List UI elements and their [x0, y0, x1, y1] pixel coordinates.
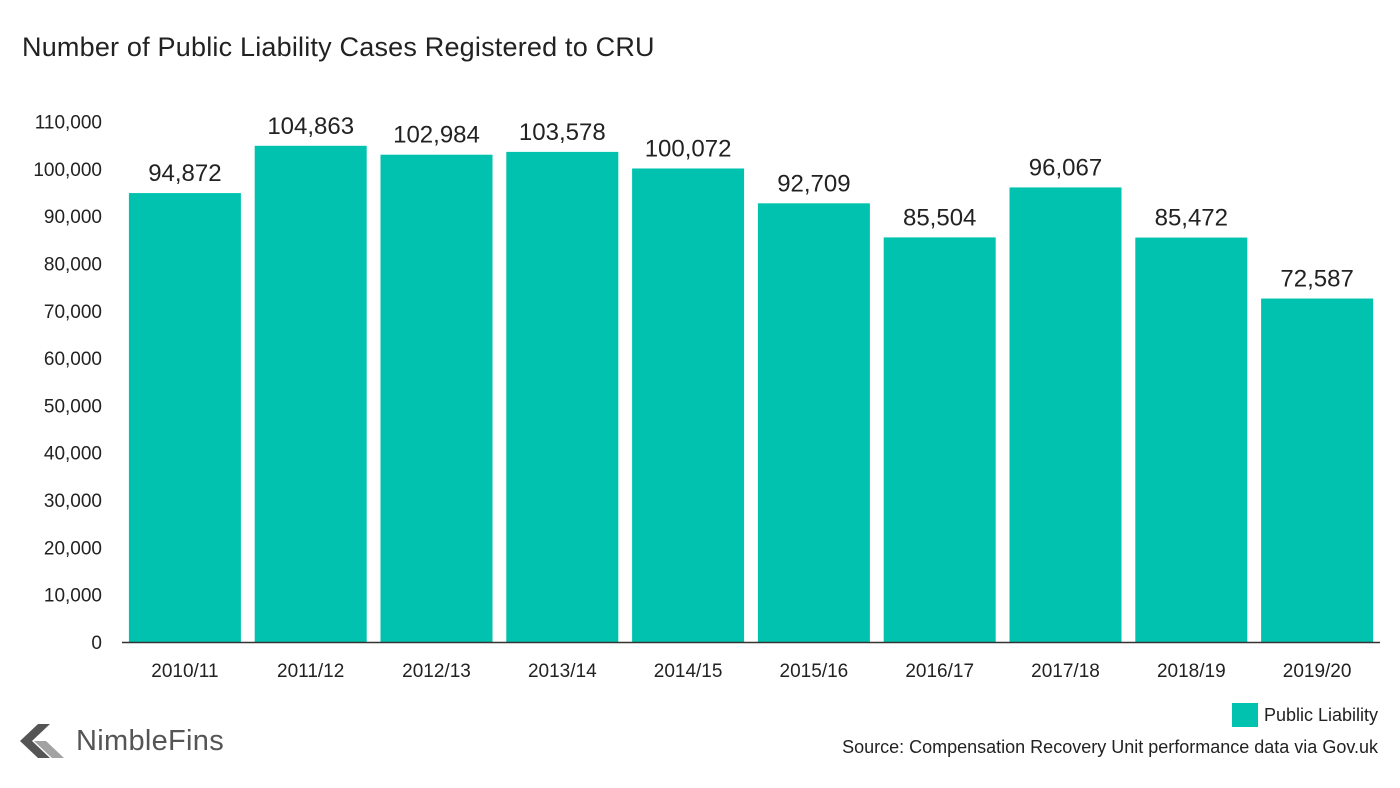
- y-tick-label: 70,000: [44, 302, 102, 323]
- y-tick-label: 90,000: [44, 207, 102, 228]
- bar: [1135, 237, 1248, 642]
- data-label: 96,067: [1029, 154, 1102, 181]
- x-tick-label: 2010/11: [151, 661, 218, 682]
- bar: [1009, 187, 1122, 643]
- x-tick-label: 2019/20: [1283, 661, 1352, 682]
- bar: [757, 203, 870, 642]
- x-tick-label: 2017/18: [1031, 661, 1100, 682]
- bar: [254, 145, 367, 642]
- x-tick-label: 2016/17: [905, 661, 974, 682]
- data-label: 94,872: [148, 160, 221, 187]
- y-tick-label: 20,000: [44, 538, 102, 559]
- data-label: 85,504: [903, 204, 976, 231]
- data-label: 72,587: [1280, 266, 1353, 293]
- data-label: 85,472: [1155, 205, 1228, 232]
- bar: [883, 237, 996, 642]
- brand-name: NimbleFins: [76, 724, 225, 757]
- y-tick-label: 110,000: [35, 113, 102, 134]
- legend-swatch: [1231, 703, 1258, 727]
- bar: [380, 154, 493, 643]
- x-tick-label: 2018/19: [1157, 661, 1226, 682]
- bar: [1261, 298, 1374, 642]
- source-note: Source: Compensation Recovery Unit perfo…: [842, 737, 1378, 757]
- x-tick-label: 2012/13: [402, 661, 471, 682]
- y-tick-label: 100,000: [33, 160, 102, 181]
- bar: [128, 193, 241, 642]
- bar: [506, 151, 619, 642]
- data-label: 104,863: [267, 113, 354, 140]
- y-tick-label: 40,000: [44, 444, 102, 465]
- y-tick-label: 0: [91, 633, 102, 654]
- nimblefins-arrow-icon: [20, 724, 64, 758]
- data-label: 103,578: [519, 119, 606, 146]
- legend-label: Public Liability: [1263, 704, 1378, 725]
- y-tick-label: 80,000: [44, 254, 102, 275]
- bar: [632, 168, 745, 643]
- data-label: 102,984: [393, 122, 480, 149]
- x-tick-label: 2015/16: [780, 661, 849, 682]
- chart-title: Number of Public Liability Cases Registe…: [22, 32, 655, 62]
- x-tick-label: 2014/15: [654, 661, 723, 682]
- brand-logo: NimbleFins: [20, 724, 224, 758]
- y-tick-label: 60,000: [44, 349, 102, 370]
- y-tick-label: 10,000: [44, 586, 102, 607]
- legend: Public Liability: [1231, 703, 1378, 727]
- y-tick-label: 30,000: [44, 491, 102, 512]
- x-tick-label: 2013/14: [528, 661, 597, 682]
- data-label: 92,709: [777, 170, 850, 197]
- bar-chart: 0 10,000 20,000 30,000 40,000 50,000 60,000 70,…: [33, 113, 1380, 682]
- y-tick-label: 50,000: [44, 396, 102, 417]
- data-label: 100,072: [645, 135, 732, 162]
- x-tick-label: 2011/12: [277, 661, 344, 682]
